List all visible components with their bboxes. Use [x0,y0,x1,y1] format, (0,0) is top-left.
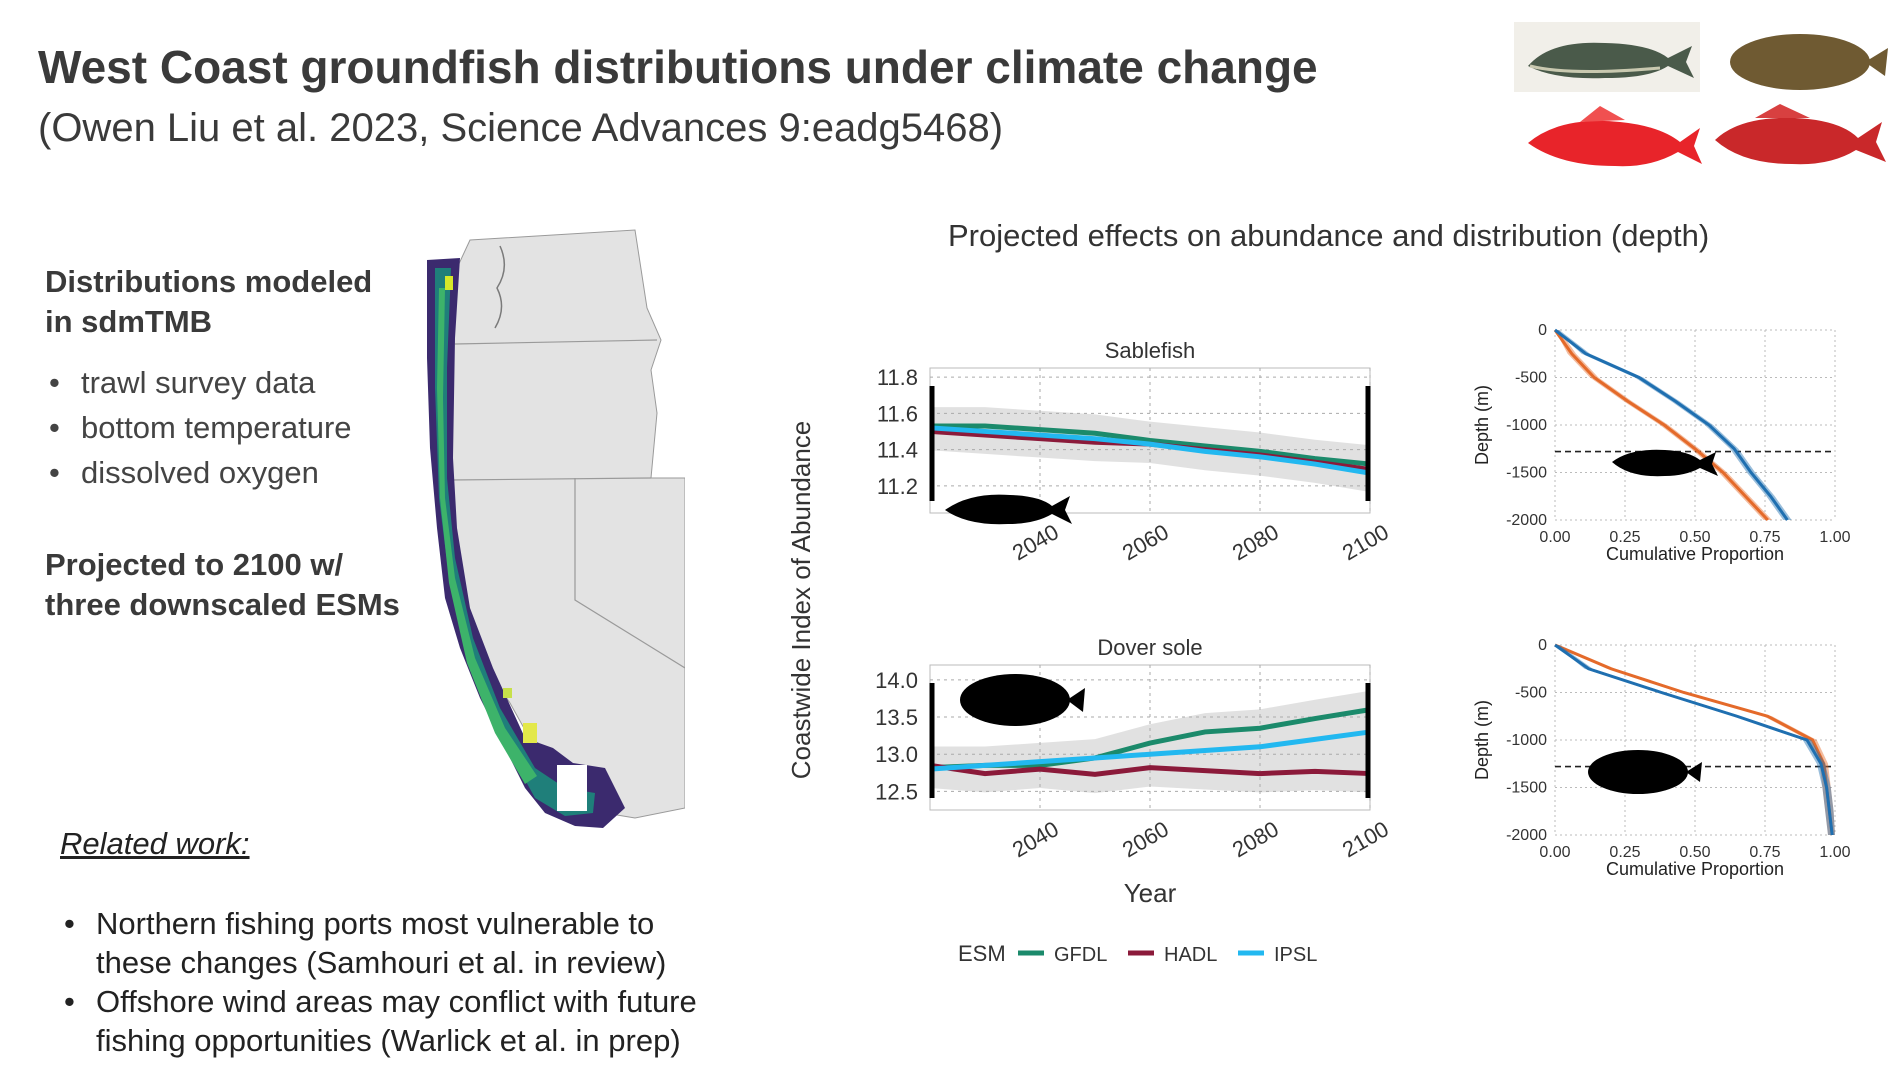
dover-sole-illustration [1730,34,1888,90]
abundance-charts: 2040 2060 2080 2100 11.8 11.6 11.4 11.2 Sablefis… [786,338,1393,966]
x-tick-label: 2100 [1338,816,1393,862]
x-tick-label: 2060 [1118,816,1173,862]
x-tick-label: 0.50 [1679,844,1710,861]
related-item-line1: Offshore wind areas may conflict with fu… [96,984,697,1019]
chart-title: Sablefish [1105,338,1196,363]
y-tick-label: -2000 [1506,512,1547,529]
citation: (Owen Liu et al. 2023, Science Advances … [38,106,1004,150]
x-tick-label: 0.25 [1609,529,1640,546]
y-tick-label: 13.0 [875,742,918,767]
x-tick-label: 0.25 [1609,844,1640,861]
related-item-line2: these changes (Samhouri et al. in review… [96,945,667,980]
x-tick-label: 0.50 [1679,529,1710,546]
y-tick-label: -500 [1515,685,1547,702]
x-tick-label: 2040 [1008,519,1063,565]
related-item-line2: fishing opportunities (Warlick et al. in… [96,1023,681,1058]
y-tick-label: 14.0 [875,668,918,693]
charts-title: Projected effects on abundance and distr… [948,218,1710,253]
y-tick-label: -500 [1515,370,1547,387]
list-item: Northern fishing ports most vulnerable t… [60,904,760,982]
curve-orange [1553,329,1769,522]
x-tick-label: 2040 [1008,816,1063,862]
sablefish-icon [945,494,1072,525]
series-line-hadl [929,762,1371,777]
sablefish-icon [1612,449,1718,477]
list-item: dissolved oxygen [45,450,352,495]
x-axis-label: Cumulative Proportion [1606,544,1784,564]
legend-label-hadl: HADL [1164,944,1217,966]
x-tick-label: 2060 [1118,519,1173,565]
y-tick-label: -1500 [1506,780,1547,797]
distributions-heading-line1: Distributions modeled [45,264,373,299]
list-item: bottom temperature [45,405,352,450]
y-axis-label: Depth (m) [1472,385,1492,465]
x-axis-label: Year [1124,878,1177,908]
land-states [446,229,685,819]
series-line-ipsl [929,729,1371,772]
y-tick-label: 11.6 [877,401,918,426]
legend-label-ipsl: IPSL [1274,944,1317,966]
projection-heading-line2: three downscaled ESMs [45,587,400,622]
x-tick-label: 0.00 [1539,844,1570,861]
y-tick-label: 11.4 [877,438,918,463]
fish-illustrations [1514,22,1888,167]
chart-title: Dover sole [1097,635,1202,660]
series-line-ipsl [929,425,1371,476]
model-inputs-list: trawl survey data bottom temperature dis… [45,360,352,495]
y-tick-label: 13.5 [875,705,918,730]
dover-sole-icon [960,674,1070,726]
y-axis-label: Coastwide Index of Abundance [786,421,816,779]
y-tick-label: -1000 [1506,417,1547,434]
depth-charts: 0.00 0.25 0.50 0.75 1.00 0 -500 -1000 -1500 -2000… [1472,322,1851,879]
dover-sole-tail-icon [1067,688,1085,712]
y-tick-label: 12.5 [875,779,918,804]
x-tick-label: 2100 [1338,519,1393,565]
sablefish-illustration [1514,22,1700,92]
x-tick-label: 1.00 [1819,529,1850,546]
list-item: trawl survey data [45,360,352,405]
y-tick-label: -2000 [1506,827,1547,844]
west-coast-map [427,229,685,828]
y-tick-label: -1500 [1506,465,1547,482]
related-item-line1: Northern fishing ports most vulnerable t… [96,906,655,941]
legend-label-gfdl: GFDL [1054,944,1107,966]
projection-heading-line1: Projected to 2100 w/ [45,547,344,582]
related-work-list: Northern fishing ports most vulnerable t… [60,904,760,1060]
y-tick-label: 0 [1538,637,1547,654]
projection-heading: Projected to 2100 w/ three downscaled ES… [45,545,445,625]
legend-title: ESM [958,941,1006,966]
curve-blue [1554,328,1789,521]
curve-blue [1554,643,1834,836]
red-rockfish-illustration [1528,106,1702,167]
series-line-gfdl [930,423,1371,467]
y-axis-label: Depth (m) [1472,700,1492,780]
related-work-heading: Related work: [60,826,250,861]
y-tick-label: 11.8 [877,365,918,390]
x-tick-label: 2080 [1228,816,1283,862]
dover-sole-tail-icon [1686,762,1702,782]
page-title: West Coast groundfish distributions unde… [38,41,1318,93]
x-tick-label: 2080 [1228,519,1283,565]
x-axis-label: Cumulative Proportion [1606,859,1784,879]
list-item: Offshore wind areas may conflict with fu… [60,982,760,1060]
y-tick-label: -1000 [1506,732,1547,749]
distributions-heading: Distributions modeled in sdmTMB [45,262,425,342]
dover-sole-icon [1588,750,1688,794]
x-tick-label: 0.00 [1539,529,1570,546]
y-tick-label: 0 [1538,322,1547,339]
x-tick-label: 0.75 [1749,529,1780,546]
y-tick-label: 11.2 [877,474,918,499]
red-rockfish-illustration-2 [1715,104,1886,165]
x-tick-label: 0.75 [1749,844,1780,861]
x-tick-label: 1.00 [1819,844,1850,861]
distributions-heading-line2: in sdmTMB [45,304,213,339]
